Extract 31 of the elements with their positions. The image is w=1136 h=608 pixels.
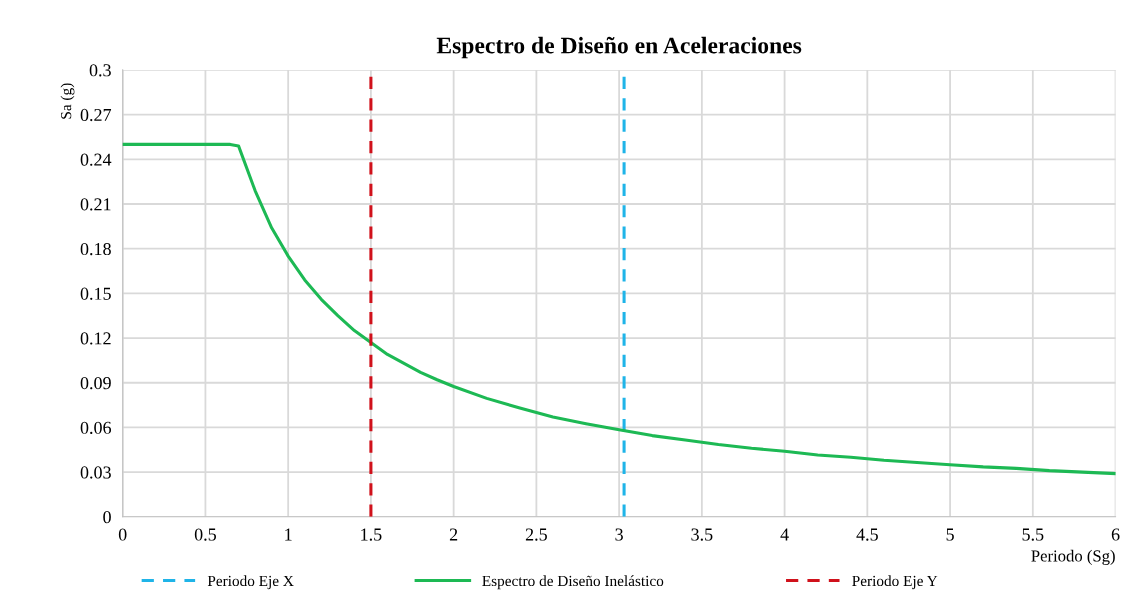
line-series [122,142,1116,476]
y-tick-label: 0.18 [80,242,111,256]
y-tick-label: 0.03 [80,466,111,479]
y-tick-label: 0.3 [89,64,111,77]
x-tick-label: 0.5 [194,528,217,541]
x-axis-title: Periodo (Sg) [1031,549,1115,565]
chart-title: Espectro de Diseño en Aceleraciones [436,36,802,59]
y-tick-label: 0.15 [80,287,111,300]
x-tick-label: 5 [946,528,954,541]
x-tick-label: 2.5 [525,528,547,541]
y-tick-label: 0.27 [80,108,112,122]
x-tick-label: 5.5 [1022,528,1044,541]
y-axis-title: Sa (g) [60,83,75,119]
y-tick-label: 0.06 [80,421,112,434]
x-tick-label: 2 [449,528,458,541]
x-tick-label: 1.5 [361,528,382,541]
x-tick-label: 0 [118,528,127,541]
y-tick-label: 0 [103,511,111,524]
legend-label: Periodo Eje X [207,575,294,590]
y-tick-label: 0.09 [80,376,111,390]
y-tick-label: 0.24 [80,153,112,166]
legend-label: Espectro de Diseño Inelástico [482,575,664,590]
y-tick-label: 0.21 [80,198,111,211]
x-tick-label: 3 [615,528,623,541]
x-tick-label: 4.5 [856,528,878,541]
x-tick-label: 4 [780,528,789,541]
y-tick-label: 0.12 [80,332,111,345]
legend-label: Periodo Eje Y [852,575,938,590]
x-tick-label: 3.5 [691,528,713,541]
x-tick-label: 6 [1111,528,1120,541]
x-tick-label: 1 [285,528,292,541]
